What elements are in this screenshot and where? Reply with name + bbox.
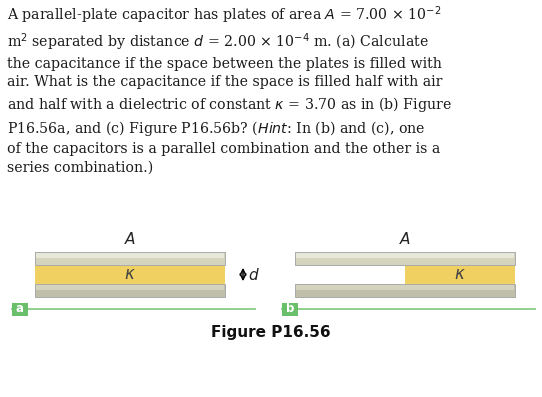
Bar [296,285,514,290]
Text: Figure P16.56: Figure P16.56 [211,325,331,340]
Text: $\kappa$: $\kappa$ [124,266,136,283]
Text: b: b [286,303,294,316]
Text: $d$: $d$ [248,266,260,283]
Bar [36,253,224,258]
Bar [36,285,224,290]
Bar [35,284,225,297]
Text: a: a [16,303,24,316]
Bar [295,252,515,265]
Bar [295,284,515,297]
Bar [12,303,28,316]
Bar [35,252,225,265]
Text: $A$: $A$ [399,231,411,247]
Bar [296,253,514,258]
Bar [295,265,405,284]
Bar [405,265,515,284]
Text: $\kappa$: $\kappa$ [454,266,466,283]
Text: A parallel-plate capacitor has plates of area $A$ = 7.00 $\times$ 10$^{-2}$
m$^2: A parallel-plate capacitor has plates of… [7,4,451,175]
Bar [282,303,298,316]
Bar [35,265,225,284]
Text: $A$: $A$ [124,231,136,247]
